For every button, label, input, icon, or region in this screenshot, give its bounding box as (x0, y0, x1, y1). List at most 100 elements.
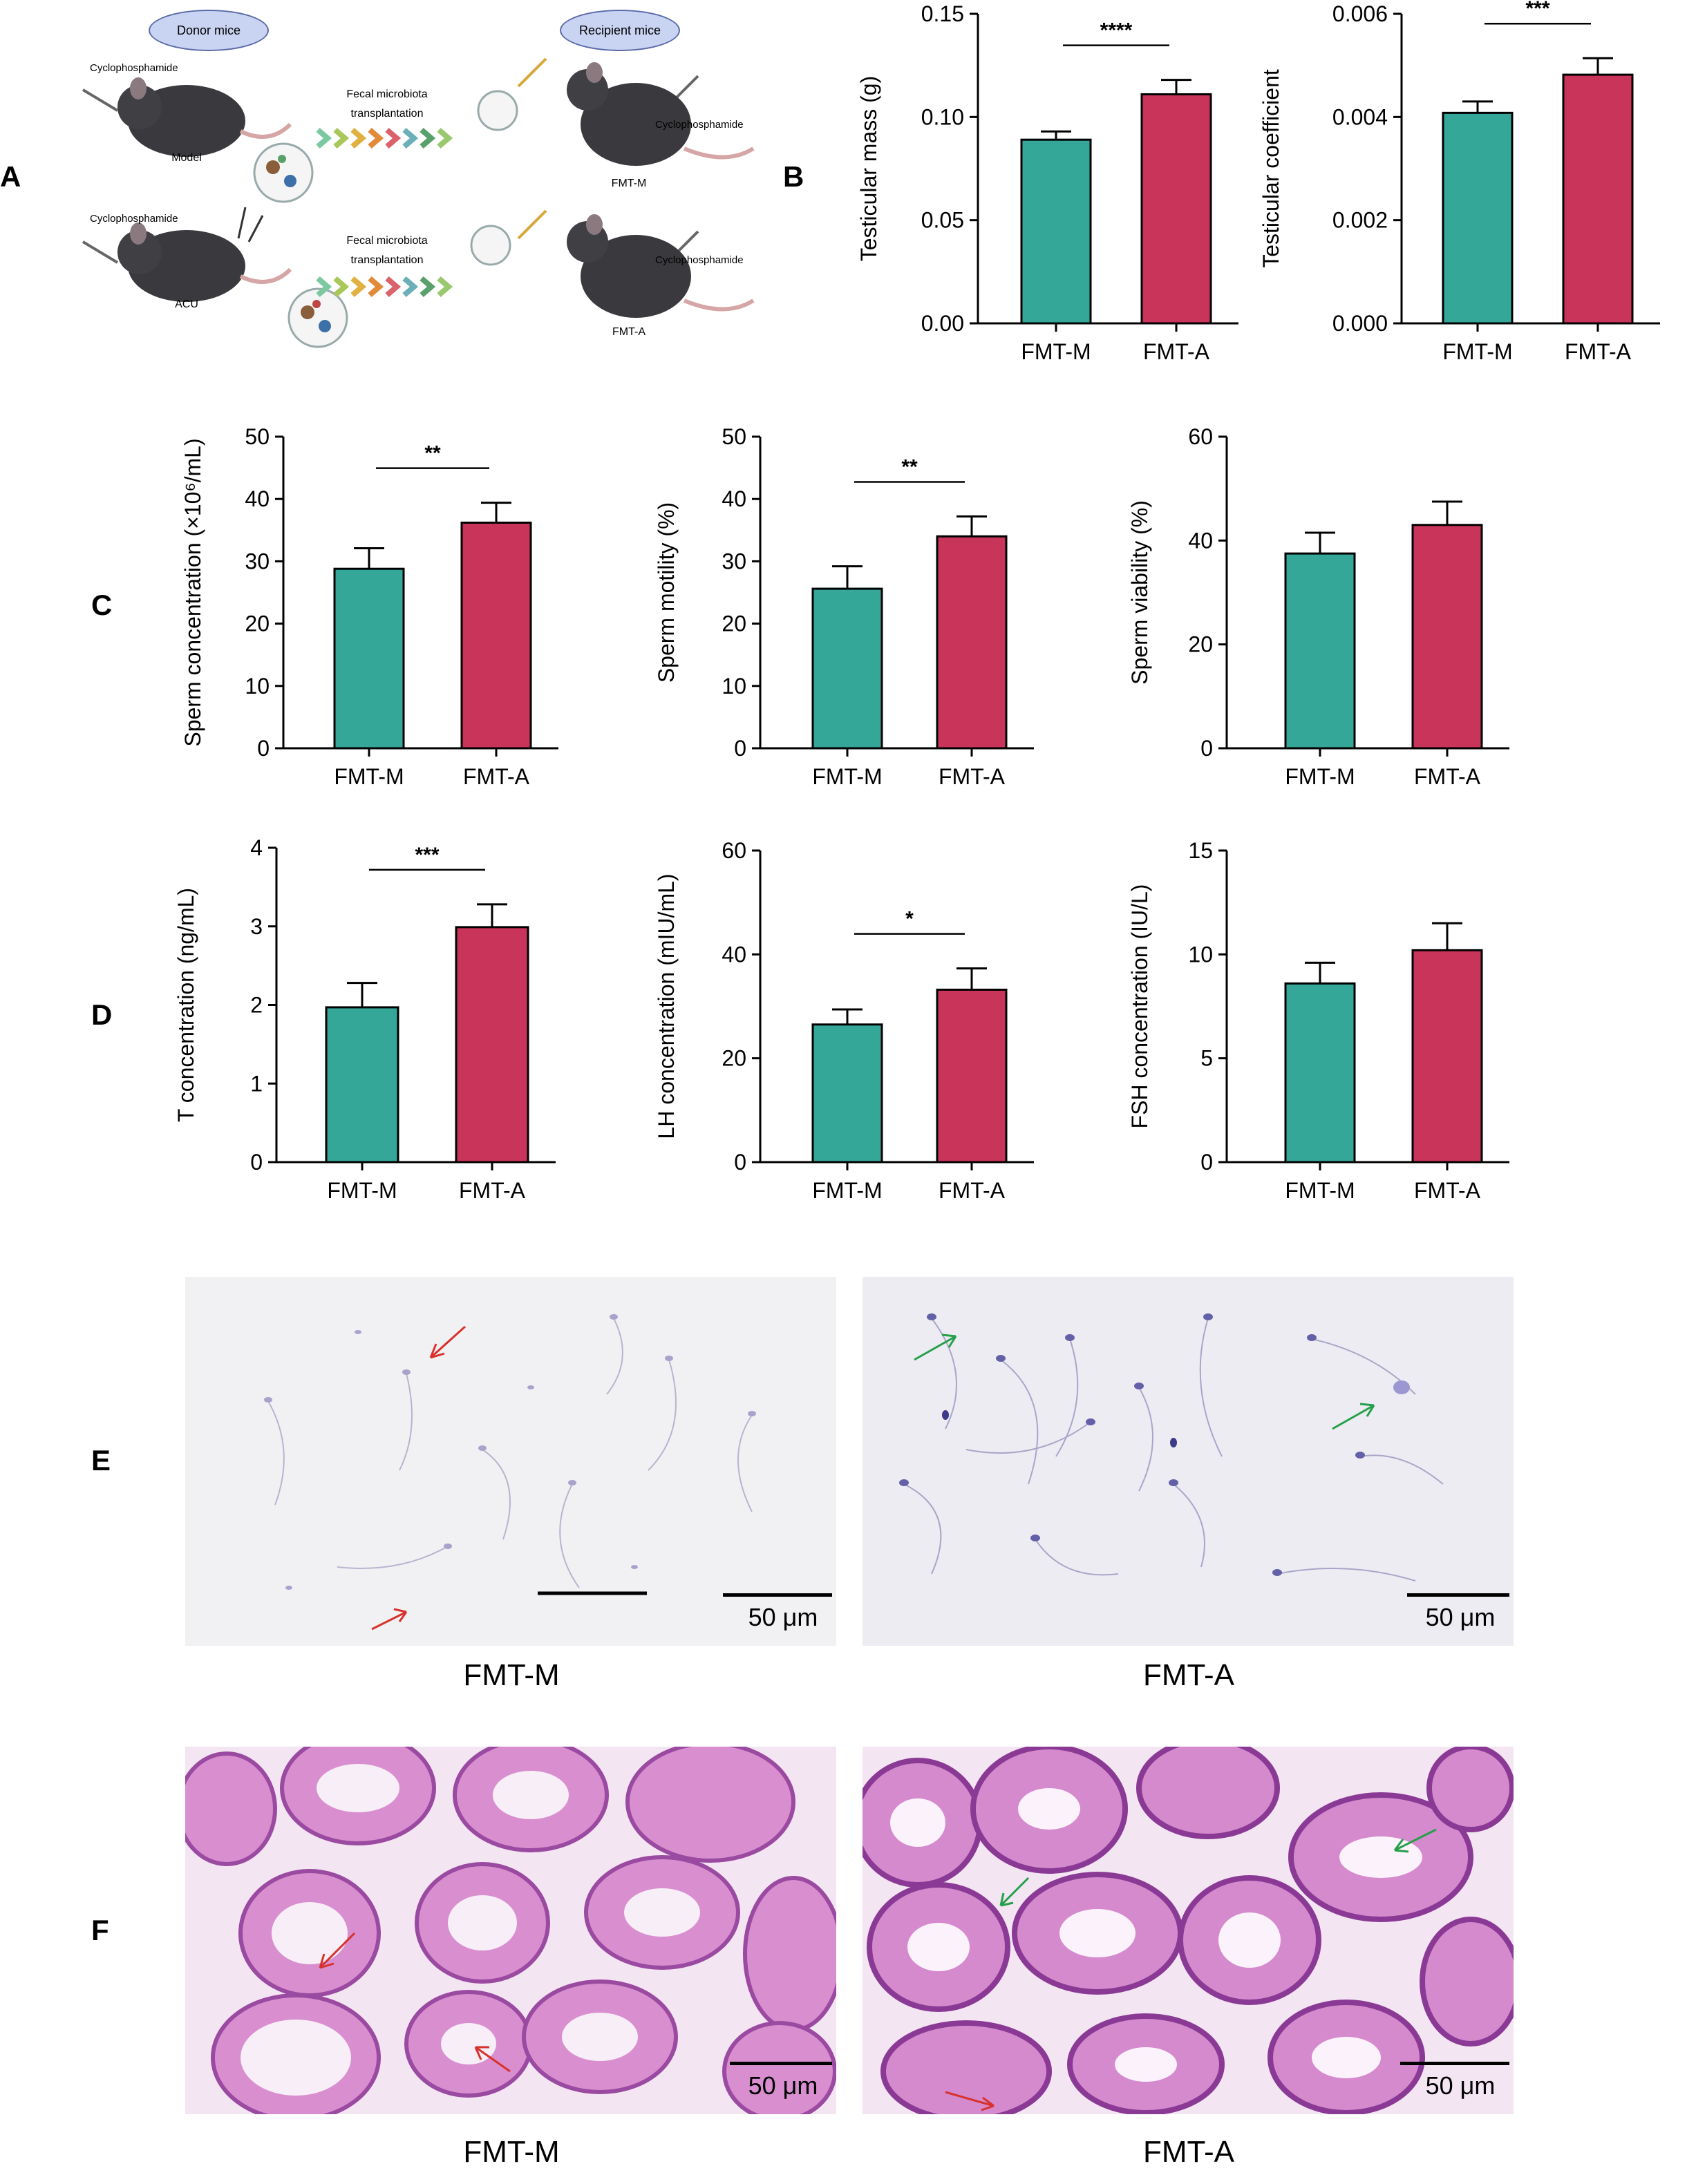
testicular-mass-significance-label: **** (1100, 19, 1133, 42)
fsh-concentration-x-tick-label: FMT-A (1414, 1178, 1481, 1203)
testicular-coefficient-bar-fmt-m (1442, 111, 1514, 325)
model-group-label: Model (171, 152, 202, 164)
testicular-coefficient-significance-label: *** (1525, 0, 1549, 20)
sperm-concentration-y-tick-label: 0 (257, 736, 270, 761)
fsh-concentration-y-tick-label: 0 (1200, 1150, 1213, 1175)
testicular-coefficient-chart: 0.000 0.002 0.004 0.006 Testicular coefficie… (1259, 0, 1660, 364)
testicular-mass-y-tick-label: 0.05 (921, 208, 964, 233)
sperm-smear-fmt-m-image (264, 1314, 756, 1631)
scale-bar-e-right (1407, 1593, 1509, 1597)
fsh-concentration-chart: 0 5 10 15 FSH concentration (IU/L) FMT-M FMT-A (1127, 838, 1509, 1203)
caption-f-fmt-a: FMT-A (1143, 2135, 1234, 2169)
donor-mice-label: Donor mice (176, 23, 241, 37)
sperm-viability-x-tick-label: FMT-A (1414, 764, 1481, 789)
t-concentration-significance-label: *** (415, 844, 439, 866)
testicular-mass-chart: 0.00 0.05 0.10 0.15 Testicular mass (g) FMT-M… (856, 1, 1238, 364)
sperm-concentration-y-label: Sperm concentration (×10⁶/mL) (180, 438, 205, 746)
donor-mouse-model (117, 77, 314, 203)
recipient-mouse-fmt-a (470, 214, 755, 318)
sperm-concentration-chart: 0 10 20 30 40 50 Sperm concentration (×10⁶/mL)… (180, 424, 558, 789)
sperm-motility-significance-label: ** (901, 455, 918, 478)
panel-label-d: D (91, 998, 113, 1031)
testicular-mass-y-tick-label: 0.10 (921, 104, 964, 129)
lh-concentration-y-tick-label: 20 (722, 1046, 746, 1071)
scale-bar-label-f-left: 50 μm (748, 2071, 818, 2100)
fsh-concentration-bar-fmt-m (1284, 982, 1356, 1164)
sperm-smear-fmt-m: 50 μm (185, 1277, 836, 1646)
sperm-viability-x-tick-label: FMT-M (1285, 764, 1355, 789)
t-concentration-y-tick-label: 1 (250, 1071, 263, 1096)
sperm-motility-x-tick-label: FMT-A (939, 764, 1006, 789)
cyclophosphamide-label-4: Cyclophosphamide (655, 254, 744, 266)
arrow-markers-f-right (945, 1828, 1437, 2111)
testicular-coefficient-x-tick-label: FMT-A (1565, 339, 1632, 364)
t-concentration-y-tick-label: 2 (250, 993, 263, 1018)
fmt-m-group-label: FMT-M (611, 178, 647, 189)
sperm-viability-y-tick-label: 0 (1200, 736, 1213, 761)
fsh-concentration-y-tick-label: 10 (1188, 942, 1213, 967)
t-concentration-chart: 0 1 2 3 4 T concentration (ng/mL) FMT-M FMT-A **… (173, 835, 556, 1203)
fmt-process-line2-a: transplantation (350, 108, 424, 120)
donor-mouse-acu (117, 207, 348, 348)
testicular-coefficient-y-tick-label: 0.002 (1332, 208, 1388, 233)
testicular-coefficient-y-tick-label: 0.000 (1332, 311, 1388, 336)
sperm-motility-chart: 0 10 20 30 40 50 Sperm motility (%) FMT-M FMT-A *… (654, 424, 1034, 789)
sperm-viability-bar-fmt-a (1411, 524, 1483, 750)
sperm-concentration-y-tick-label: 40 (245, 486, 270, 511)
lh-concentration-y-tick-label: 40 (722, 942, 746, 967)
panel-label-e: E (91, 1444, 111, 1476)
lh-concentration-significance-label: * (905, 908, 914, 931)
scale-bar-f-left (730, 2062, 832, 2065)
caption-f-fmt-m: FMT-M (463, 2135, 560, 2169)
sperm-viability-bar-fmt-m (1284, 552, 1356, 750)
fsh-concentration-y-tick-label: 15 (1188, 838, 1213, 863)
sperm-concentration-y-tick-label: 50 (245, 424, 270, 449)
caption-e-fmt-m: FMT-M (463, 1658, 560, 1692)
testis-histology-fmt-m-image (185, 1747, 836, 2114)
sperm-viability-y-tick-label: 40 (1188, 528, 1213, 553)
caption-e-fmt-a: FMT-A (1143, 1658, 1234, 1692)
scale-bar-e-left (723, 1593, 832, 1597)
lh-concentration-bar-fmt-m (811, 1023, 883, 1164)
sperm-motility-y-tick-label: 30 (722, 549, 746, 573)
sperm-motility-y-tick-label: 40 (722, 486, 746, 511)
sperm-viability-y-label: Sperm viability (%) (1127, 500, 1152, 685)
lh-concentration-bar-fmt-a (936, 988, 1008, 1164)
fmt-process-line2-b: transplantation (350, 254, 424, 266)
sperm-motility-bar-fmt-m (811, 587, 883, 750)
sperm-motility-y-tick-label: 0 (734, 736, 746, 761)
lh-concentration-x-tick-label: FMT-M (812, 1178, 882, 1203)
donor-mice-bubble: Donor mice (149, 10, 269, 51)
syringe-icons (82, 57, 699, 264)
t-concentration-y-label: T concentration (ng/mL) (173, 888, 198, 1122)
sperm-motility-y-tick-label: 20 (722, 611, 746, 636)
sperm-concentration-y-tick-label: 20 (245, 611, 270, 636)
fmt-process-line1-b: Fecal microbiota (346, 235, 428, 247)
recipient-mice-bubble: Recipient mice (560, 10, 680, 51)
t-concentration-x-tick-label: FMT-M (327, 1178, 397, 1203)
testicular-coefficient-y-tick-label: 0.004 (1332, 104, 1388, 129)
fmt-process-line1-a: Fecal microbiota (346, 88, 428, 100)
cyclophosphamide-label-1: Cyclophosphamide (90, 62, 178, 74)
sperm-motility-y-tick-label: 10 (722, 674, 746, 699)
testis-histology-fmt-a: 50 μm (863, 1747, 1514, 2114)
fsh-concentration-bar-fmt-a (1411, 949, 1483, 1164)
sperm-motility-y-tick-label: 50 (722, 424, 746, 449)
scale-bar-f-right (1400, 2062, 1509, 2065)
panel-label-f: F (91, 1914, 109, 1946)
testicular-mass-bar-fmt-a (1140, 93, 1212, 325)
t-concentration-bar-fmt-a (455, 926, 529, 1164)
sperm-motility-x-tick-label: FMT-M (812, 764, 882, 789)
sperm-concentration-y-tick-label: 30 (245, 549, 270, 573)
lh-concentration-y-label: LH concentration (mIU/mL) (654, 873, 679, 1139)
lh-concentration-chart: 0 20 40 60 LH concentration (mIU/mL) FMT-M FMT… (654, 838, 1034, 1203)
sperm-smear-fmt-a: 50 μm (863, 1277, 1514, 1646)
sperm-smear-fmt-a-image (899, 1313, 1444, 1582)
fsh-concentration-y-tick-label: 5 (1200, 1046, 1213, 1071)
fsh-concentration-x-tick-label: FMT-M (1285, 1178, 1355, 1203)
scale-bar-label-f-right: 50 μm (1425, 2071, 1496, 2100)
red-arrow-markers-f-left (319, 1932, 511, 2073)
bar-charts: 0.00 0.05 0.10 0.15 Testicular mass (g) FMT-M… (173, 0, 1660, 1203)
sperm-viability-y-tick-label: 60 (1188, 424, 1213, 449)
recipient-mouse-fmt-m (477, 62, 755, 166)
